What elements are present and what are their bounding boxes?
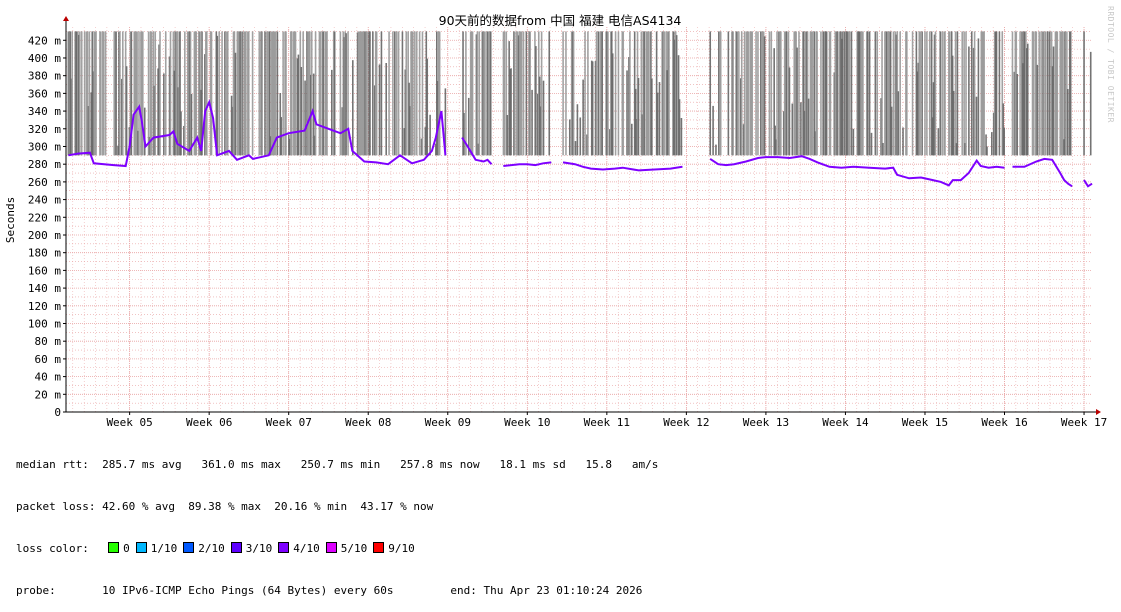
- y-tick-label: 20 m: [35, 388, 62, 401]
- loss-color-swatches: 0 1/10 2/10 3/10 4/10 5/10 9/10: [102, 542, 415, 555]
- loss-swatch-label: 9/10: [388, 542, 415, 555]
- chart-canvas: 0 20 m 40 m 60 m 80 m 100 m 120 m 140 m 160 m 180…: [4, 13, 1107, 429]
- median-rtt-line: [68, 99, 447, 168]
- packet-loss-row: packet loss: 42.60 % avg 89.38 % max 20.…: [16, 500, 658, 514]
- y-tick-label: 220 m: [28, 211, 61, 224]
- loss-swatch-label: 3/10: [245, 542, 273, 555]
- x-tick-label: Week 12: [663, 416, 709, 429]
- y-tick-label: 260 m: [28, 176, 61, 189]
- loss-swatch-label: 2/10: [198, 542, 225, 555]
- loss-swatch-label: 0: [123, 542, 130, 555]
- loss-label: packet loss:: [16, 500, 96, 513]
- x-tick-label: Week 08: [345, 416, 391, 429]
- loss-swatch: [135, 542, 147, 553]
- y-tick-label: 140 m: [28, 282, 61, 295]
- loss-swatch: [373, 542, 385, 553]
- x-tick-label: Week 15: [902, 416, 948, 429]
- median-values: 285.7 ms avg 361.0 ms max 250.7 ms min 2…: [102, 458, 659, 471]
- x-tick-label: Week 07: [266, 416, 312, 429]
- chart-title: 90天前的数据from 中国 福建 电信AS4134: [439, 13, 682, 28]
- median-rtt-line: [1012, 157, 1073, 188]
- y-tick-label: 340 m: [28, 105, 61, 118]
- median-rtt-line: [709, 155, 1005, 187]
- x-tick-label: Week 17: [1061, 416, 1107, 429]
- y-tick-label: 0: [54, 406, 61, 419]
- y-tick-label: 400 m: [28, 52, 61, 65]
- x-tick-label: Week 11: [584, 416, 630, 429]
- median-rtt-row: median rtt: 285.7 ms avg 361.0 ms max 25…: [16, 458, 658, 472]
- y-tick-label: 80 m: [35, 335, 62, 348]
- y-axis-arrow: [63, 16, 69, 21]
- loss-swatch-label: 5/10: [340, 542, 368, 555]
- y-tick-label: 60 m: [35, 353, 62, 366]
- y-tick-label: 200 m: [28, 229, 61, 242]
- x-tick-label: Week 05: [106, 416, 152, 429]
- probe-label: probe:: [16, 584, 56, 597]
- rrdtool-watermark: RRDTOOL / TOBI OETIKER: [1106, 6, 1115, 123]
- y-tick-label: 380 m: [28, 70, 61, 83]
- x-tick-label: Week 06: [186, 416, 232, 429]
- y-tick-label: 320 m: [28, 123, 61, 136]
- loss-swatch: [278, 542, 290, 553]
- y-tick-label: 300 m: [28, 140, 61, 153]
- y-tick-label: 420 m: [28, 34, 61, 47]
- loss-color-row: loss color: 0 1/10 2/10 3/10 4/10 5/10 9/10: [16, 542, 658, 556]
- loss-values: 42.60 % avg 89.38 % max 20.16 % min 43.1…: [102, 500, 434, 513]
- loss-swatch-label: 4/10: [293, 542, 320, 555]
- y-axis-label: Seconds: [4, 197, 17, 243]
- x-tick-label: Week 09: [425, 416, 471, 429]
- median-rtt-line: [503, 161, 552, 167]
- loss-swatch: [108, 542, 120, 553]
- legend-block: median rtt: 285.7 ms avg 361.0 ms max 25…: [16, 430, 658, 612]
- median-rtt-line: [461, 137, 493, 165]
- x-tick-label: Week 16: [981, 416, 1027, 429]
- median-rtt-line: [562, 161, 683, 172]
- x-axis-arrow: [1096, 409, 1101, 415]
- y-tick-label: 280 m: [28, 158, 61, 171]
- x-tick-label: Week 14: [822, 416, 869, 429]
- y-tick-label: 120 m: [28, 300, 61, 313]
- loss-color-label: loss color:: [16, 542, 89, 555]
- probe-value: 10 IPv6-ICMP Echo Pings (64 Bytes) every…: [102, 584, 394, 597]
- end-timestamp: end: Thu Apr 23 01:10:24 2026: [450, 584, 643, 597]
- y-tick-label: 40 m: [35, 371, 62, 384]
- y-tick-label: 180 m: [28, 247, 61, 260]
- x-tick-label: Week 10: [504, 416, 550, 429]
- x-tick-label: Week 13: [743, 416, 789, 429]
- loss-swatch-label: 1/10: [150, 542, 178, 555]
- y-tick-label: 360 m: [28, 87, 61, 100]
- loss-swatch: [230, 542, 242, 553]
- median-rtt-line: [1083, 179, 1093, 188]
- y-tick-label: 100 m: [28, 317, 61, 330]
- loss-swatch: [183, 542, 195, 553]
- probe-row: probe: 10 IPv6-ICMP Echo Pings (64 Bytes…: [16, 584, 658, 598]
- median-label: median rtt:: [16, 458, 89, 471]
- y-tick-label: 240 m: [28, 194, 61, 207]
- loss-swatch: [325, 542, 337, 553]
- y-tick-label: 160 m: [28, 264, 61, 277]
